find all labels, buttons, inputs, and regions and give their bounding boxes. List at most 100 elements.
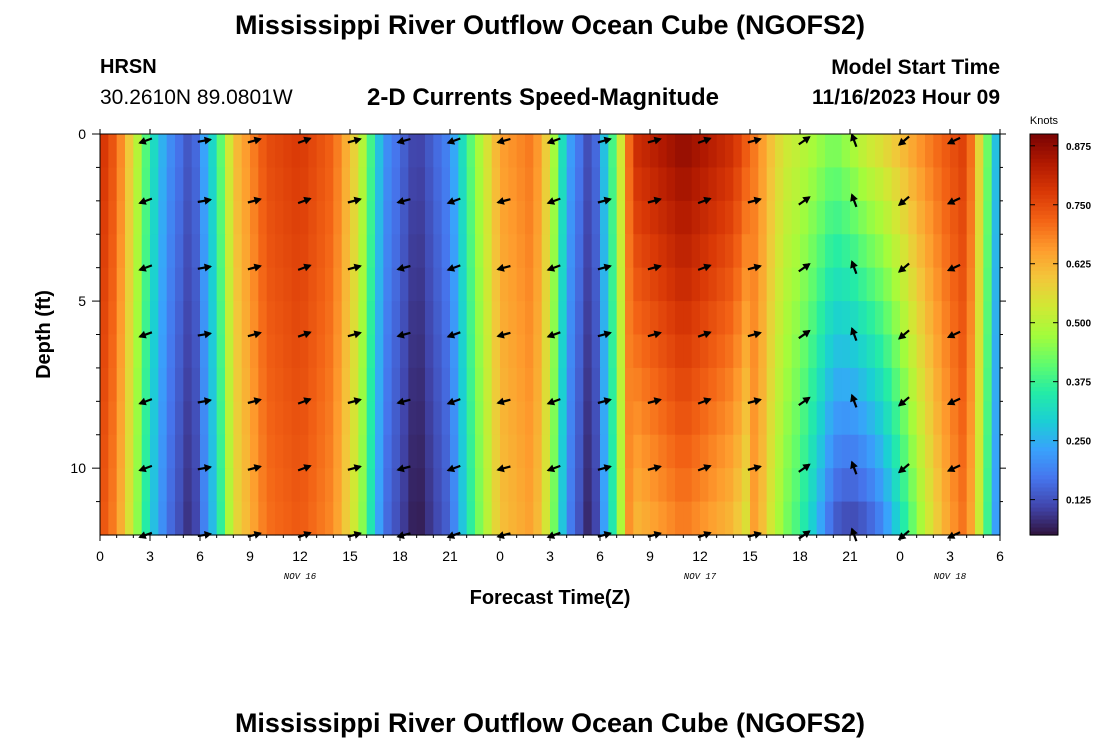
- heatmap-cell: [500, 401, 509, 436]
- current-vector: [347, 464, 362, 472]
- heatmap-cell: [741, 200, 751, 235]
- current-vector: [946, 397, 961, 406]
- heatmap-cell: [733, 234, 743, 269]
- heatmap-cell: [858, 200, 868, 235]
- heatmap-cell: [775, 334, 784, 369]
- heatmap-cell: [925, 334, 934, 369]
- heatmap-cell: [175, 200, 184, 235]
- heatmap-cell: [216, 234, 226, 269]
- heatmap-cell: [600, 401, 609, 436]
- heatmap-cell: [175, 267, 184, 302]
- heatmap-cell: [833, 434, 843, 469]
- heatmap-cell: [266, 367, 276, 402]
- heatmap-cell: [391, 200, 401, 235]
- heatmap-cell: [291, 434, 301, 469]
- heatmap-cell: [650, 334, 659, 369]
- heatmap-cell: [583, 167, 593, 202]
- heatmap-cell: [325, 134, 334, 169]
- heatmap-cell: [316, 434, 326, 469]
- heatmap-cell: [708, 468, 718, 503]
- heatmap-cell: [816, 301, 826, 336]
- heatmap-cell: [983, 234, 993, 269]
- heatmap-cell: [516, 234, 526, 269]
- heatmap-cell: [733, 134, 743, 169]
- heatmap-cell: [658, 334, 668, 369]
- heatmap-cell: [491, 434, 501, 469]
- heatmap-cell: [941, 434, 951, 469]
- vector-head: [303, 464, 312, 472]
- vector-head: [253, 136, 262, 145]
- heatmap-cell: [925, 134, 934, 169]
- heatmap-cell: [641, 334, 651, 369]
- current-vector: [798, 463, 811, 473]
- heatmap-cell: [250, 334, 259, 369]
- heatmap-cell: [450, 334, 459, 369]
- current-vector: [297, 464, 312, 472]
- x-tick-label: 21: [842, 548, 858, 564]
- heatmap-cell: [283, 367, 293, 402]
- heatmap-cell: [650, 167, 659, 202]
- heatmap-cell: [225, 200, 234, 235]
- heatmap-cell: [708, 234, 718, 269]
- heatmap-cell: [566, 301, 576, 336]
- heatmap-cell: [441, 468, 451, 503]
- heatmap-cell: [241, 334, 251, 369]
- heatmap-cell: [408, 301, 418, 336]
- colorbar-band: [1030, 210, 1058, 215]
- heatmap-cell: [408, 234, 418, 269]
- heatmap-cell: [300, 200, 309, 235]
- heatmap-cell: [683, 200, 693, 235]
- heatmap-cell: [675, 301, 684, 336]
- heatmap-cell: [983, 501, 993, 536]
- heatmap-cell: [683, 334, 693, 369]
- current-vector: [247, 397, 262, 406]
- heatmap-cell: [416, 501, 426, 536]
- heatmap-cell: [433, 301, 443, 336]
- colorbar-band: [1030, 266, 1058, 271]
- heatmap-cell: [275, 134, 284, 169]
- colorbar-band: [1030, 206, 1058, 211]
- heatmap-cell: [658, 501, 668, 536]
- heatmap-cell: [125, 468, 134, 503]
- x-tick-label: 6: [996, 548, 1004, 564]
- heatmap-cell: [108, 334, 118, 369]
- heatmap-cell: [483, 134, 493, 169]
- vector-head: [653, 196, 662, 205]
- heatmap-cell: [983, 434, 993, 469]
- heatmap-cell: [558, 334, 568, 369]
- colorbar-band: [1030, 474, 1058, 480]
- heatmap-cell: [683, 501, 693, 536]
- heatmap-cell: [775, 200, 784, 235]
- heatmap-cell: [433, 200, 443, 235]
- heatmap-cell: [425, 134, 434, 169]
- y-axis-title: Depth (ft): [33, 290, 55, 379]
- heatmap-cell: [383, 167, 393, 202]
- heatmap-cell: [975, 468, 984, 503]
- current-vector: [597, 397, 612, 406]
- heatmap-cell: [541, 267, 551, 302]
- heatmap-cell: [183, 267, 193, 302]
- heatmap-cell: [666, 401, 676, 436]
- heatmap-cell: [100, 267, 109, 302]
- heatmap-cell: [316, 134, 326, 169]
- heatmap-cell: [825, 234, 834, 269]
- vector-head: [303, 136, 312, 145]
- heatmap-cell: [541, 367, 551, 402]
- heatmap-cell: [416, 434, 426, 469]
- heatmap-cell: [841, 200, 851, 235]
- heatmap-cell: [283, 401, 293, 436]
- heatmap-cell: [575, 301, 584, 336]
- heatmap-cell: [141, 301, 151, 336]
- heatmap-cell: [708, 267, 718, 302]
- heatmap-cell: [341, 267, 351, 302]
- heatmap-cell: [650, 367, 659, 402]
- heatmap-cell: [591, 468, 601, 503]
- current-vector: [546, 137, 561, 145]
- heatmap-cell: [741, 501, 751, 536]
- heatmap-cell: [525, 501, 534, 536]
- colorbar-band: [1030, 506, 1058, 512]
- heatmap-cell: [433, 167, 443, 202]
- heatmap-cell: [716, 167, 726, 202]
- heatmap-cell: [433, 234, 443, 269]
- heatmap-cell: [550, 234, 559, 269]
